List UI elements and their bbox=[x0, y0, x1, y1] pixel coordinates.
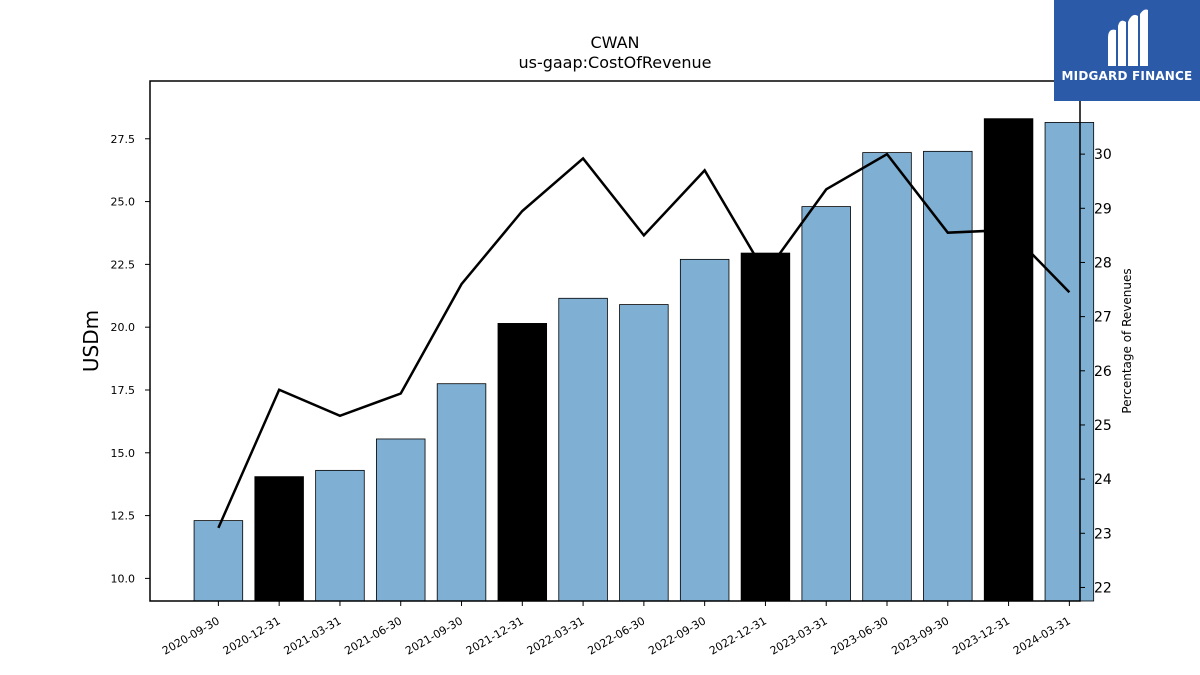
x-tick-label: 2022-09-30 bbox=[646, 614, 708, 657]
x-tick-label: 2021-03-31 bbox=[282, 614, 344, 657]
x-tick-label: 2022-12-31 bbox=[707, 614, 769, 657]
y-right-tick-label: 26 bbox=[1094, 364, 1112, 380]
x-tick-label: 2021-06-30 bbox=[342, 614, 404, 657]
bar bbox=[436, 383, 487, 602]
y-tick-label: 22.5 bbox=[111, 258, 136, 271]
plot-frame bbox=[149, 80, 1081, 602]
logo-text: MIDGARD FINANCE bbox=[1061, 69, 1193, 83]
bar bbox=[801, 206, 851, 602]
x-tick-label: 2023-06-30 bbox=[829, 614, 891, 657]
bar bbox=[679, 258, 730, 602]
x-tick-label: 2020-12-31 bbox=[221, 614, 283, 657]
bar bbox=[558, 297, 608, 602]
y-tick-label: 12.5 bbox=[111, 510, 136, 523]
bar-series bbox=[193, 118, 1095, 602]
logo: MIDGARD FINANCE bbox=[1054, 0, 1200, 101]
bar bbox=[619, 304, 669, 602]
bar bbox=[862, 152, 912, 602]
bar bbox=[1044, 122, 1095, 602]
x-tick-label: 2022-03-31 bbox=[525, 614, 587, 657]
y-tick-label: 10.0 bbox=[111, 572, 136, 585]
y-right-tick-label: 28 bbox=[1094, 255, 1112, 271]
y-tick-label: 15.0 bbox=[111, 447, 136, 460]
logo-mark-icon bbox=[1108, 9, 1148, 67]
x-axis: 2020-09-302020-12-312021-03-312021-06-30… bbox=[160, 601, 1073, 658]
y-tick-label: 17.5 bbox=[111, 384, 136, 397]
bar bbox=[740, 252, 791, 602]
y-axis-label: USDm bbox=[79, 310, 103, 372]
x-tick-label: 2023-12-31 bbox=[950, 614, 1012, 657]
bar bbox=[376, 438, 426, 602]
line-series bbox=[217, 152, 1071, 529]
x-tick-label: 2020-09-30 bbox=[160, 614, 222, 657]
chart-subtitle: us-gaap:CostOfRevenue bbox=[518, 53, 711, 72]
x-tick-label: 2024-03-31 bbox=[1011, 614, 1073, 657]
y-right-tick-label: 22 bbox=[1094, 580, 1112, 596]
y-right-tick-label: 29 bbox=[1094, 201, 1112, 217]
y-right-tick-label: 24 bbox=[1094, 472, 1112, 488]
y-tick-label: 25.0 bbox=[111, 196, 136, 209]
y-right-tick-label: 23 bbox=[1094, 526, 1112, 542]
y-axis-right-label: Percentage of Revenues bbox=[1120, 268, 1134, 413]
y-right-tick-label: 25 bbox=[1094, 418, 1112, 434]
y-axis-left: 10.0 12.5 15.0 17.5 20.0 22.5 25.0 27.5 bbox=[111, 133, 150, 585]
x-tick-label: 2023-09-30 bbox=[889, 614, 951, 657]
line-path bbox=[217, 152, 1071, 529]
x-tick-label: 2021-09-30 bbox=[403, 614, 465, 657]
x-tick-label: 2022-06-30 bbox=[586, 614, 648, 657]
bar bbox=[497, 323, 548, 602]
x-tick-label: 2021-12-31 bbox=[464, 614, 526, 657]
bar bbox=[923, 150, 973, 602]
y-tick-label: 27.5 bbox=[111, 133, 136, 146]
bar bbox=[254, 476, 304, 602]
bar bbox=[983, 118, 1034, 602]
y-right-tick-label: 30 bbox=[1094, 147, 1112, 163]
y-right-tick-label: 27 bbox=[1094, 310, 1112, 326]
y-tick-label: 20.0 bbox=[111, 321, 136, 334]
bar bbox=[193, 520, 244, 602]
bar bbox=[315, 469, 365, 602]
x-tick-label: 2023-03-31 bbox=[768, 614, 830, 657]
y-axis-right: 22 23 24 25 26 27 28 29 30 bbox=[1080, 147, 1112, 596]
chart-title: CWAN bbox=[590, 33, 639, 52]
